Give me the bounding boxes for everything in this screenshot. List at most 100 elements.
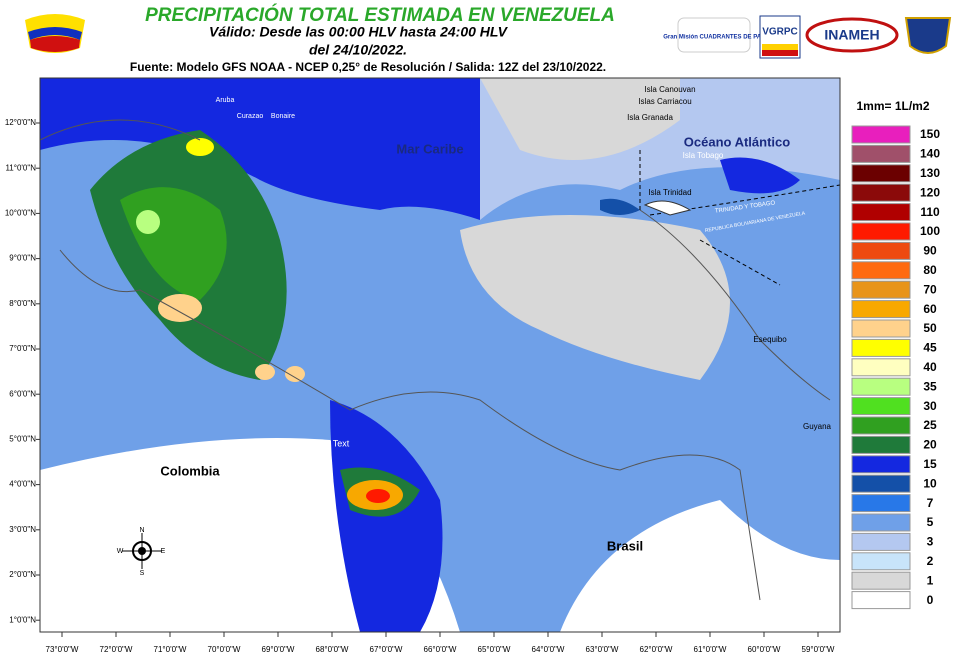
lat-tick-label: 5°0'0"N bbox=[9, 435, 36, 444]
lat-tick-label: 9°0'0"N bbox=[9, 254, 36, 263]
legend-label: 70 bbox=[923, 282, 937, 296]
source: Fuente: Modelo GFS NOAA - NCEP 0,25° de … bbox=[130, 60, 606, 74]
lon-tick-label: 73°0'0"W bbox=[46, 645, 79, 654]
legend-label: 20 bbox=[923, 438, 937, 452]
legend-label: 5 bbox=[927, 515, 934, 529]
lat-tick-label: 2°0'0"N bbox=[9, 570, 36, 579]
legend-label: 0 bbox=[927, 593, 934, 607]
valid-line: Válido: Desde las 00:00 HLV hasta 24:00 … bbox=[209, 24, 509, 40]
lat-tick-label: 3°0'0"N bbox=[9, 525, 36, 534]
legend-swatch bbox=[851, 203, 911, 222]
legend-swatch bbox=[851, 280, 911, 299]
place-label: Isla Tobago bbox=[683, 151, 724, 160]
lon-tick-label: 69°0'0"W bbox=[262, 645, 295, 654]
legend-label: 90 bbox=[923, 244, 937, 258]
legend-swatch bbox=[851, 144, 911, 163]
lon-tick-label: 71°0'0"W bbox=[154, 645, 187, 654]
place-label: Aruba bbox=[216, 97, 235, 104]
legend-label: 30 bbox=[923, 399, 937, 413]
lat-tick-label: 4°0'0"N bbox=[9, 480, 36, 489]
legend-swatch bbox=[851, 164, 911, 183]
logo-inameh bbox=[805, 17, 899, 53]
legend-label: 1 bbox=[927, 573, 934, 587]
lon-tick-label: 61°0'0"W bbox=[694, 645, 727, 654]
legend-swatch bbox=[851, 338, 911, 357]
legend-label: 150 bbox=[920, 127, 940, 141]
place-label: Brasil bbox=[607, 538, 643, 553]
legend-swatch bbox=[851, 571, 911, 590]
legend-swatch bbox=[851, 261, 911, 280]
legend-label: 110 bbox=[920, 205, 940, 219]
place-label: Isla Granada bbox=[627, 113, 673, 122]
legend-label: 35 bbox=[923, 379, 937, 393]
legend-label: 45 bbox=[923, 341, 937, 355]
legend-label: 2 bbox=[927, 554, 934, 568]
lat-tick-label: 1°0'0"N bbox=[9, 615, 36, 624]
place-label: Text bbox=[333, 438, 350, 448]
legend-swatch bbox=[851, 300, 911, 319]
legend-swatch bbox=[851, 435, 911, 454]
place-label: Isla Canouvan bbox=[644, 85, 695, 94]
legend-swatch bbox=[851, 183, 911, 202]
lon-tick-label: 64°0'0"W bbox=[532, 645, 565, 654]
legend-label: 10 bbox=[923, 476, 937, 490]
title: PRECIPITACIÓN TOTAL ESTIMADA EN VENEZUEL… bbox=[145, 4, 615, 26]
logo-text: VGRPC bbox=[762, 27, 798, 38]
legend-label: 40 bbox=[923, 360, 937, 374]
lat-tick-label: 12°0'0"N bbox=[5, 118, 36, 127]
place-label: Bonaire bbox=[271, 113, 295, 120]
logo-venezuela bbox=[25, 14, 85, 53]
compass-label: S bbox=[140, 570, 145, 577]
place-label: Colombia bbox=[160, 463, 220, 478]
lat-tick-label: 11°0'0"N bbox=[5, 163, 36, 172]
lon-tick-label: 62°0'0"W bbox=[640, 645, 673, 654]
lon-tick-label: 65°0'0"W bbox=[478, 645, 511, 654]
legend-label: 130 bbox=[920, 166, 940, 180]
lat-tick-label: 7°0'0"N bbox=[9, 344, 36, 353]
logo-text: Gran Misión CUADRANTES DE PAZ bbox=[663, 35, 765, 41]
legend-swatch bbox=[851, 358, 911, 377]
compass bbox=[122, 533, 162, 569]
legend-swatch bbox=[851, 591, 911, 610]
legend-swatch bbox=[851, 474, 911, 493]
place-label: Guyana bbox=[803, 422, 832, 431]
lon-tick-label: 66°0'0"W bbox=[424, 645, 457, 654]
logo-shield bbox=[904, 17, 952, 54]
place-label: Océano Atlántico bbox=[684, 134, 790, 149]
lon-tick-label: 68°0'0"W bbox=[316, 645, 349, 654]
legend-label: 25 bbox=[923, 418, 937, 432]
place-label: Islas Carriacou bbox=[638, 97, 691, 106]
logo-cuadrantes bbox=[677, 17, 751, 53]
legend-swatch bbox=[851, 416, 911, 435]
lat-tick-label: 8°0'0"N bbox=[9, 299, 36, 308]
legend-label: 120 bbox=[920, 185, 940, 199]
compass-label: N bbox=[139, 527, 144, 534]
place-label: Mar Caribe bbox=[396, 141, 463, 156]
legend-label: 3 bbox=[927, 535, 934, 549]
legend-label: 50 bbox=[923, 321, 937, 335]
legend-swatch bbox=[851, 319, 911, 338]
legend-swatch bbox=[851, 241, 911, 260]
legend-swatch bbox=[851, 532, 911, 551]
legend-label: 140 bbox=[920, 147, 940, 161]
lon-tick-label: 60°0'0"W bbox=[748, 645, 781, 654]
compass-label: E bbox=[161, 548, 166, 555]
lon-tick-label: 72°0'0"W bbox=[100, 645, 133, 654]
place-label: Curazao bbox=[237, 113, 264, 120]
legend-swatch bbox=[851, 552, 911, 571]
logo-text: INAMEH bbox=[824, 27, 879, 43]
legend-label: 60 bbox=[923, 302, 937, 316]
legend-swatch bbox=[851, 494, 911, 513]
lon-tick-label: 70°0'0"W bbox=[208, 645, 241, 654]
precip-map bbox=[40, 78, 840, 632]
legend-label: 7 bbox=[927, 496, 934, 510]
legend-label: 100 bbox=[920, 224, 940, 238]
legend-swatch bbox=[851, 222, 911, 241]
place-label: Isla Trinidad bbox=[648, 188, 691, 197]
lat-tick-label: 6°0'0"N bbox=[9, 389, 36, 398]
place-label: Esequibo bbox=[753, 335, 787, 344]
legend-swatch bbox=[851, 377, 911, 396]
lon-tick-label: 63°0'0"W bbox=[586, 645, 619, 654]
legend-title: 1mm= 1L/m2 bbox=[856, 99, 929, 113]
